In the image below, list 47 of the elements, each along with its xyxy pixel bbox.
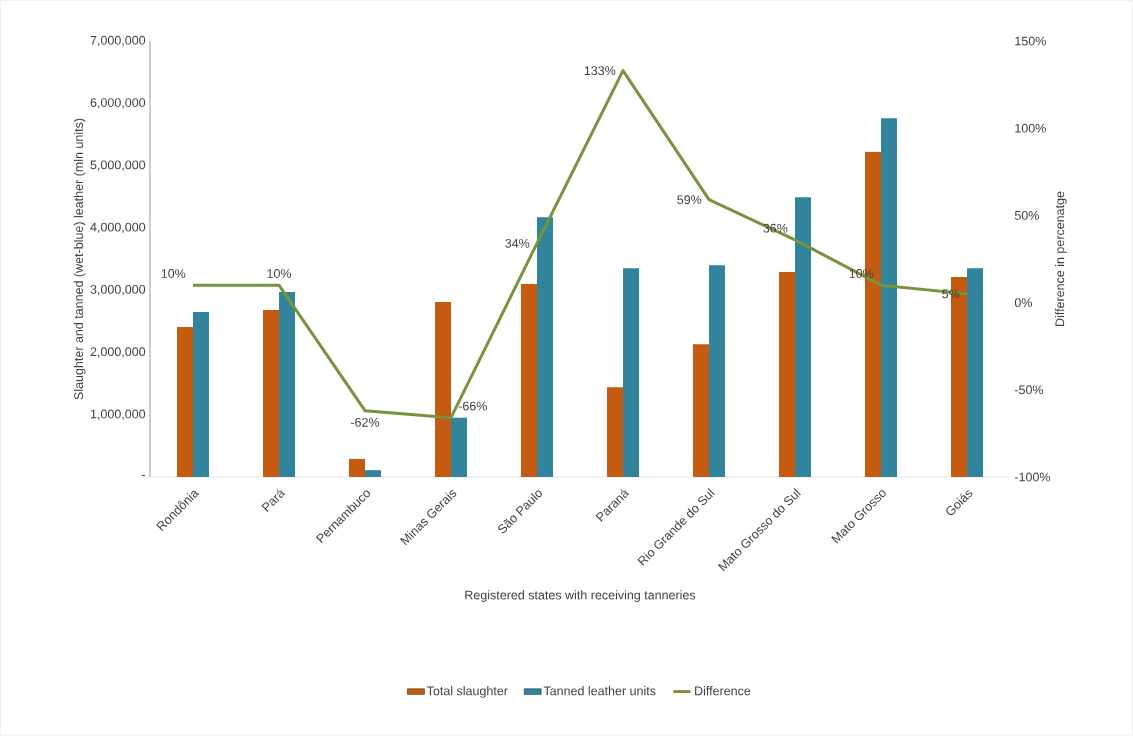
data-label: 34% <box>505 238 530 248</box>
bar <box>521 283 538 477</box>
y-tick-label: 1,000,000 <box>90 409 146 420</box>
y-tick-label: 4,000,000 <box>90 222 146 234</box>
legend-label: Tanned leather units <box>543 686 656 696</box>
y2-tick-label: 150% <box>1015 36 1046 46</box>
bar <box>709 265 725 477</box>
bar <box>263 310 280 477</box>
bar <box>193 311 210 477</box>
data-label: 10% <box>849 269 874 278</box>
x-axis-title: Registered states with receiving tanneries <box>465 590 696 602</box>
y-tick-label: 5,000,000 <box>90 160 146 171</box>
bar <box>623 268 640 477</box>
bar <box>607 387 623 477</box>
bar <box>451 417 468 477</box>
y2-tick-label: 50% <box>1014 210 1039 220</box>
bar <box>967 268 983 477</box>
data-label: -62% <box>350 417 380 427</box>
bar <box>365 470 382 477</box>
data-label: 59% <box>677 195 702 205</box>
legend-label: Difference <box>695 686 751 696</box>
y2-tick-label: 0% <box>1014 298 1032 308</box>
bar <box>881 118 897 477</box>
bar <box>537 217 554 477</box>
data-label: 10% <box>161 269 186 278</box>
bar <box>349 458 366 477</box>
data-label: 5% <box>942 289 960 299</box>
bar <box>795 197 811 477</box>
y-tick-label: 6,000,000 <box>90 98 146 109</box>
y2-tick-label: -100% <box>1014 472 1051 482</box>
y2-tick-label: 100% <box>1015 123 1046 133</box>
y-tick-label: 2,000,000 <box>90 347 146 358</box>
bar <box>279 292 295 477</box>
data-label: 133% <box>584 66 616 76</box>
bar <box>693 344 709 477</box>
data-label: 10% <box>267 269 292 278</box>
bar <box>779 272 795 477</box>
bar <box>177 326 194 477</box>
y2-axis-title: Difference in percenatge <box>1055 191 1067 326</box>
y-tick-label: 7,000,000 <box>90 35 146 47</box>
y-axis-title: Slaughter and tanned (wet-blue) leather (mln units) <box>73 118 86 400</box>
y-tick-label: - <box>142 475 146 477</box>
bar <box>435 301 452 477</box>
data-label: -66% <box>458 401 487 411</box>
legend-label: Total slaughter <box>426 686 508 698</box>
y-tick-label: 3,000,000 <box>90 284 146 296</box>
y2-tick-label: -50% <box>1014 385 1044 395</box>
